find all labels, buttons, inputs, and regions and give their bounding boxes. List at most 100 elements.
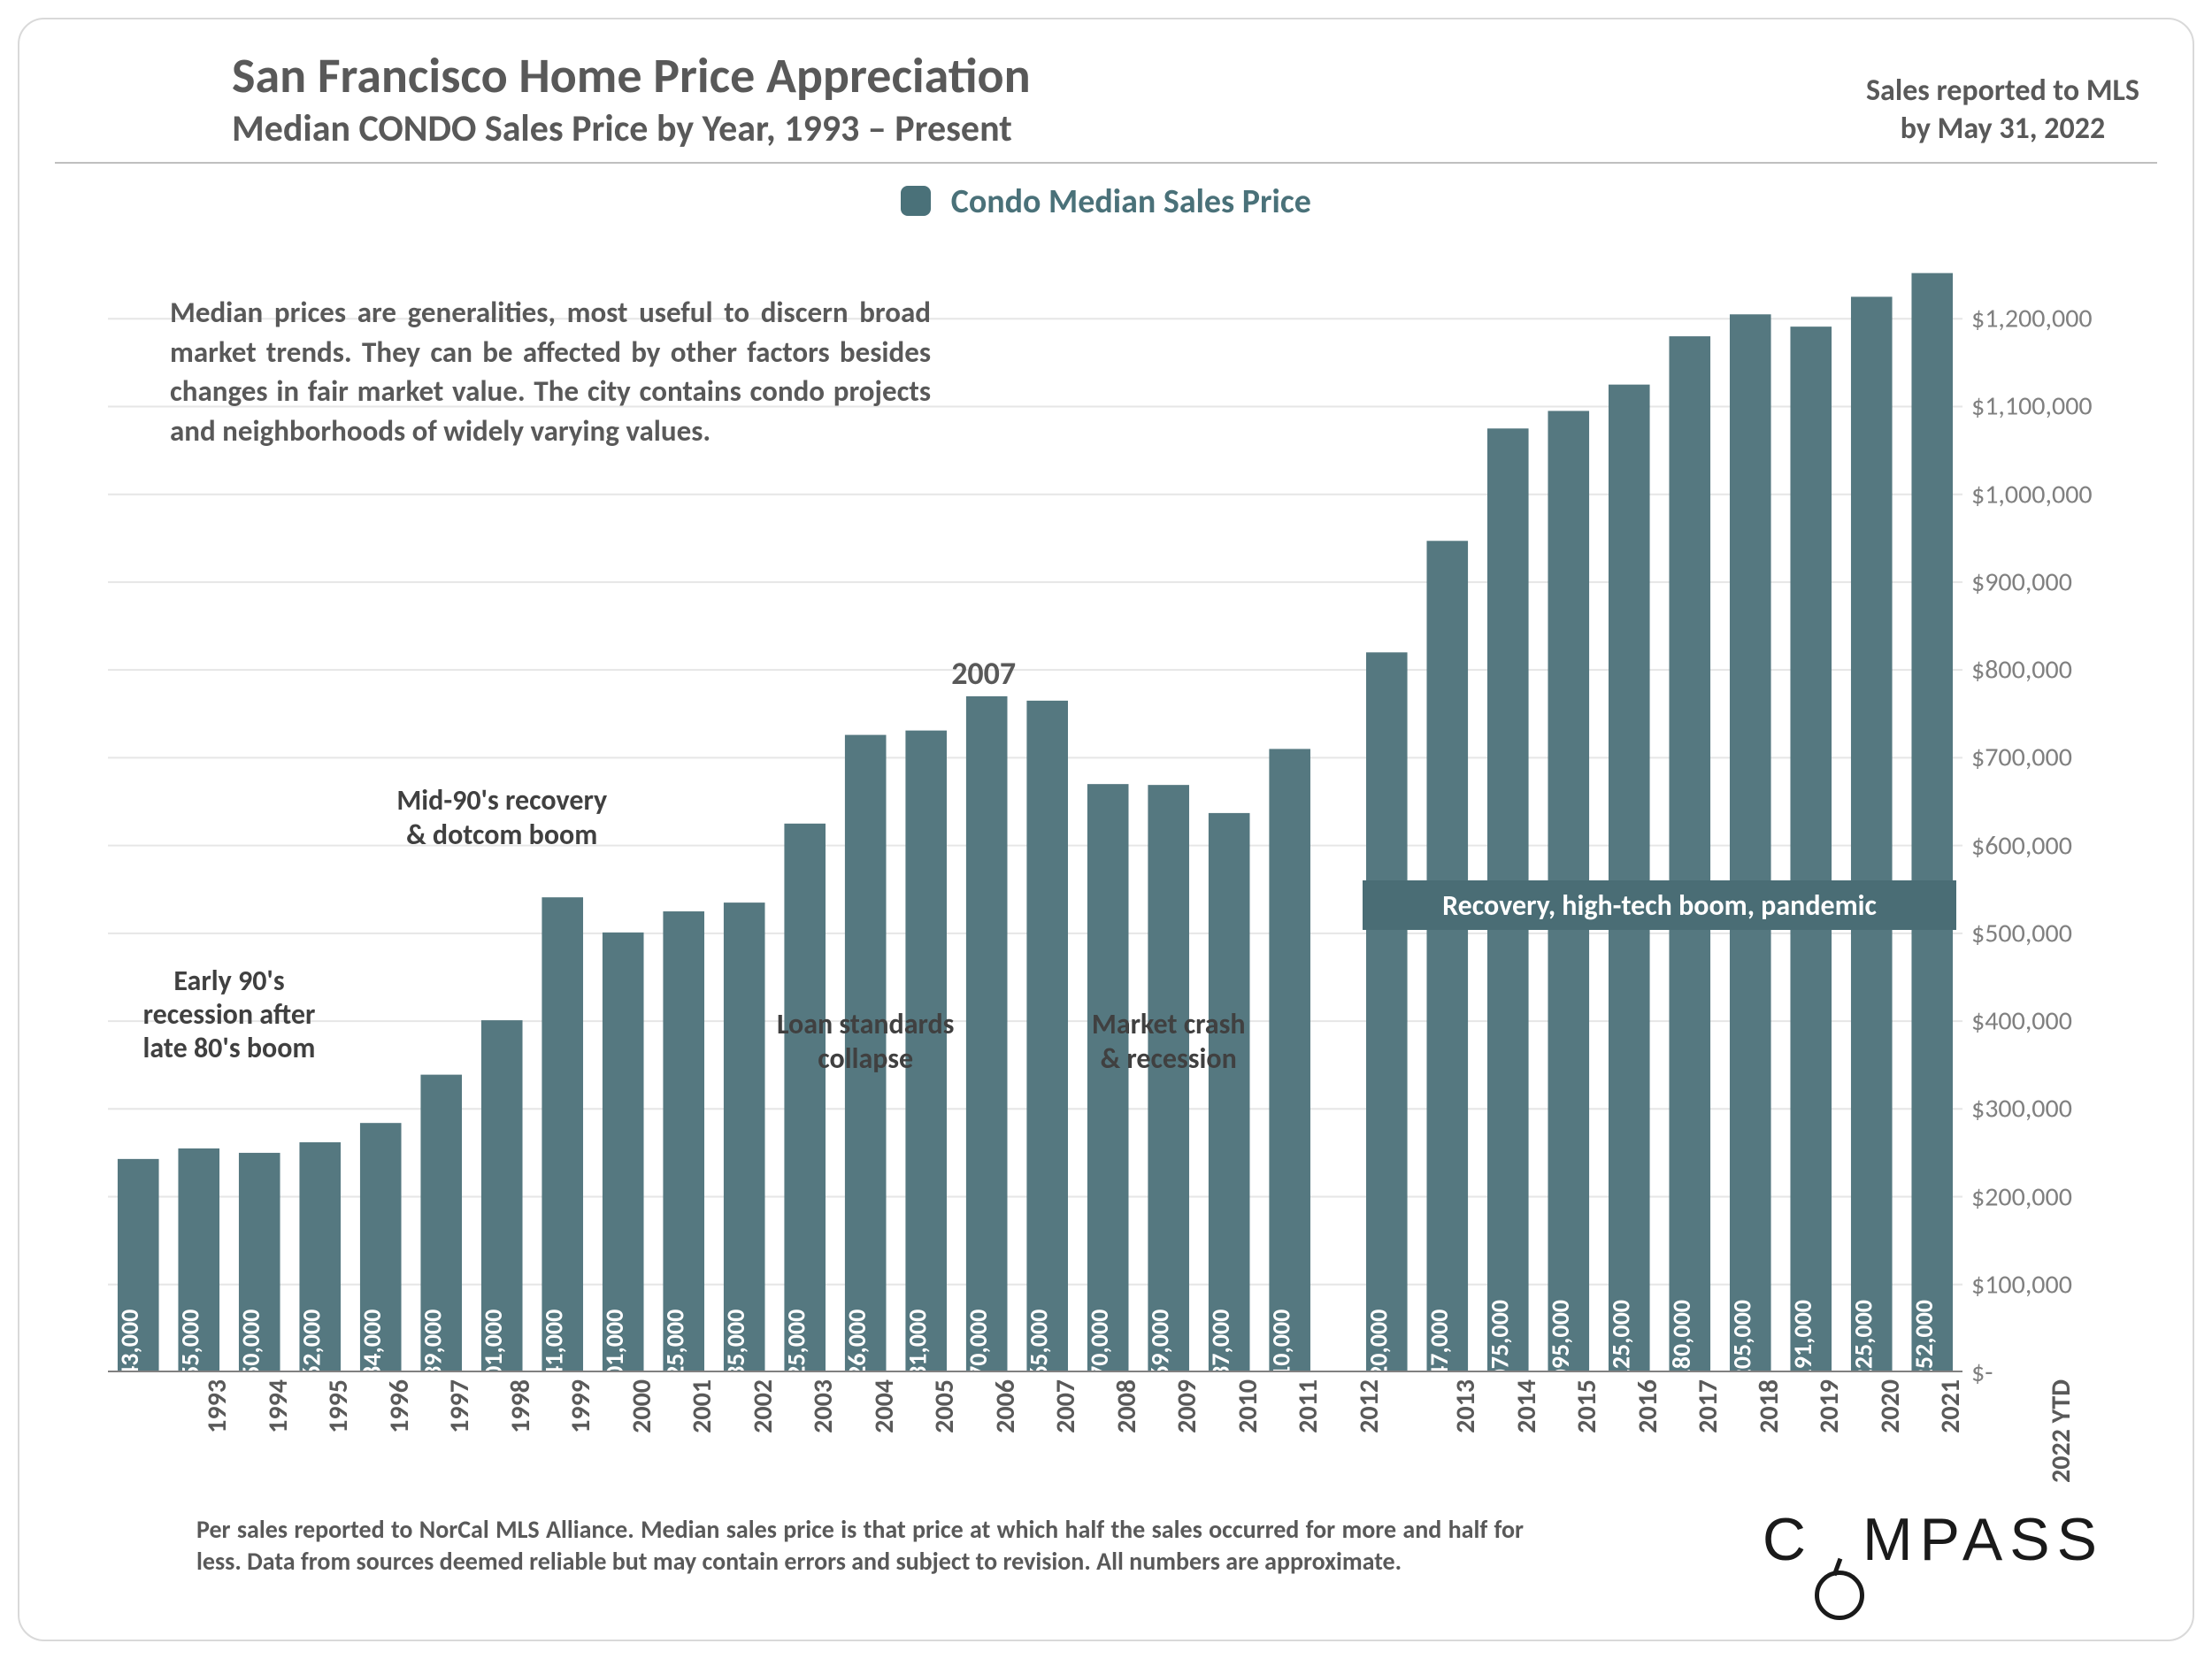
bar bbox=[784, 824, 826, 1372]
x-tick-label: 1998 bbox=[504, 1379, 537, 1433]
bar bbox=[1730, 314, 1771, 1372]
x-tick-label: 2010 bbox=[1232, 1379, 1264, 1433]
source-note-l2: by May 31, 2022 bbox=[1901, 111, 2105, 147]
y-tick-label: $1,100,000 bbox=[1971, 390, 2093, 423]
chart-frame: San Francisco Home Price Appreciation Me… bbox=[18, 18, 2194, 1641]
bar-value-label: $1,252,000 bbox=[1909, 1300, 1939, 1372]
description-text: Median prices are generalities, most use… bbox=[170, 293, 931, 450]
bar bbox=[541, 897, 583, 1372]
y-tick-label: $400,000 bbox=[1971, 1005, 2072, 1038]
bar-value-label: $625,000 bbox=[781, 1310, 812, 1372]
bar-value-label: $669,000 bbox=[1145, 1310, 1176, 1372]
x-tick-label: 2016 bbox=[1632, 1379, 1664, 1433]
bar-value-label: $250,000 bbox=[235, 1310, 266, 1372]
y-tick-label: $1,200,000 bbox=[1971, 303, 2093, 335]
logo-c: C bbox=[1763, 1506, 1813, 1573]
x-tick-label: 2006 bbox=[989, 1379, 1022, 1433]
bar-value-label: $1,191,000 bbox=[1787, 1300, 1818, 1372]
x-tick-label: 1995 bbox=[322, 1379, 355, 1433]
x-tick-label: 1993 bbox=[201, 1379, 234, 1433]
y-tick-label: $700,000 bbox=[1971, 741, 2072, 774]
bar-value-label: $284,000 bbox=[357, 1310, 388, 1372]
y-tick-label: $- bbox=[1971, 1356, 1993, 1389]
bar-value-label: $401,000 bbox=[478, 1310, 509, 1372]
x-tick-label: 2015 bbox=[1571, 1379, 1603, 1433]
y-tick-label: $300,000 bbox=[1971, 1093, 2072, 1125]
y-tick-label: $900,000 bbox=[1971, 565, 2072, 598]
source-note-l1: Sales reported to MLS bbox=[1866, 73, 2139, 109]
x-tick-label: 2002 bbox=[747, 1379, 780, 1433]
bar-value-label: $765,000 bbox=[1024, 1310, 1055, 1372]
x-tick-label: 2011 bbox=[1292, 1379, 1325, 1433]
bar bbox=[1790, 326, 1832, 1372]
y-tick-label: $200,000 bbox=[1971, 1180, 2072, 1213]
annot-peak-2007: 2007 bbox=[951, 654, 1016, 693]
footer: Per sales reported to NorCal MLS Allianc… bbox=[55, 1514, 2157, 1578]
bar-value-label: $670,000 bbox=[1084, 1310, 1115, 1372]
bar bbox=[1148, 785, 1189, 1372]
x-tick-label: 2022 YTD bbox=[2045, 1379, 2078, 1483]
annot-early-90s: Early 90'srecession afterlate 80's boom bbox=[70, 964, 388, 1066]
bar bbox=[1851, 296, 1893, 1372]
x-tick-label: 2000 bbox=[626, 1379, 658, 1433]
x-tick-label: 2021 bbox=[1934, 1379, 1967, 1433]
annot-mid-90s: Mid-90's recovery& dotcom boom bbox=[342, 784, 661, 852]
footnote: Per sales reported to NorCal MLS Allianc… bbox=[196, 1514, 1524, 1578]
x-tick-label: 1996 bbox=[383, 1379, 416, 1433]
header: San Francisco Home Price Appreciation Me… bbox=[55, 46, 2157, 164]
x-tick-label: 2014 bbox=[1510, 1379, 1543, 1433]
bar-value-label: $947,000 bbox=[1424, 1310, 1455, 1372]
x-tick-label: 2003 bbox=[807, 1379, 840, 1433]
bar bbox=[1209, 813, 1250, 1372]
y-tick-label: $500,000 bbox=[1971, 917, 2072, 949]
y-axis-labels: $-$100,000$200,000$300,000$400,000$500,0… bbox=[1971, 231, 2148, 1372]
bar-value-label: $525,000 bbox=[660, 1310, 691, 1372]
bar-chart: $243,000 $255,000 $250,000 $262,000 $284,000… bbox=[108, 231, 1962, 1372]
annot-recovery-band: Recovery, high-tech boom, pandemic bbox=[1363, 880, 1956, 930]
bar-value-label: $243,000 bbox=[114, 1310, 145, 1372]
bar-value-label: $820,000 bbox=[1363, 1310, 1394, 1372]
bar-value-label: $262,000 bbox=[296, 1310, 327, 1372]
bar bbox=[663, 911, 704, 1372]
y-tick-label: $1,000,000 bbox=[1971, 478, 2093, 511]
bar-value-label: $726,000 bbox=[841, 1310, 872, 1372]
x-tick-label: 1999 bbox=[565, 1379, 597, 1433]
x-tick-label: 2008 bbox=[1110, 1379, 1143, 1433]
x-tick-label: 2017 bbox=[1692, 1379, 1724, 1433]
bar bbox=[724, 902, 765, 1372]
bar bbox=[603, 933, 644, 1372]
bar-value-label: $1,075,000 bbox=[1484, 1300, 1515, 1372]
x-tick-label: 2004 bbox=[868, 1379, 901, 1433]
bar-value-label: $1,205,000 bbox=[1726, 1300, 1757, 1372]
bar bbox=[1087, 784, 1129, 1372]
legend: Condo Median Sales Price bbox=[55, 181, 2157, 222]
x-tick-label: 2018 bbox=[1753, 1379, 1786, 1433]
bar bbox=[1911, 273, 1953, 1372]
bar-value-label: $637,000 bbox=[1205, 1310, 1236, 1372]
bar bbox=[1609, 385, 1650, 1372]
legend-label: Condo Median Sales Price bbox=[951, 181, 1311, 222]
bar-value-label: $731,000 bbox=[902, 1310, 933, 1372]
logo-rest: MPASS bbox=[1863, 1506, 2104, 1573]
bar-value-label: $1,095,000 bbox=[1545, 1300, 1576, 1372]
x-tick-label: 2009 bbox=[1171, 1379, 1203, 1433]
bar-value-label: $339,000 bbox=[418, 1310, 449, 1372]
annot-loan-standards: Loan standardscollapse bbox=[706, 1008, 1025, 1076]
bar-value-label: $501,000 bbox=[599, 1310, 630, 1372]
x-tick-label: 2012 bbox=[1353, 1379, 1386, 1433]
bar-value-label: $535,000 bbox=[720, 1310, 751, 1372]
bar-value-label: $255,000 bbox=[175, 1310, 206, 1372]
x-tick-label: 2020 bbox=[1874, 1379, 1907, 1433]
bar bbox=[1669, 336, 1710, 1372]
compass-logo: C MPASS bbox=[1763, 1505, 2104, 1574]
annot-market-crash: Market crash& recession bbox=[1010, 1008, 1328, 1076]
bar-value-label: $710,000 bbox=[1266, 1310, 1297, 1372]
x-tick-label: 1994 bbox=[262, 1379, 295, 1433]
bar bbox=[1426, 541, 1468, 1372]
x-tick-label: 2001 bbox=[686, 1379, 718, 1433]
legend-swatch bbox=[901, 186, 931, 216]
bar-value-label: $1,125,000 bbox=[1605, 1300, 1636, 1372]
bar-value-label: $1,225,000 bbox=[1847, 1300, 1878, 1372]
y-tick-label: $800,000 bbox=[1971, 654, 2072, 687]
x-tick-label: 2007 bbox=[1049, 1379, 1082, 1433]
